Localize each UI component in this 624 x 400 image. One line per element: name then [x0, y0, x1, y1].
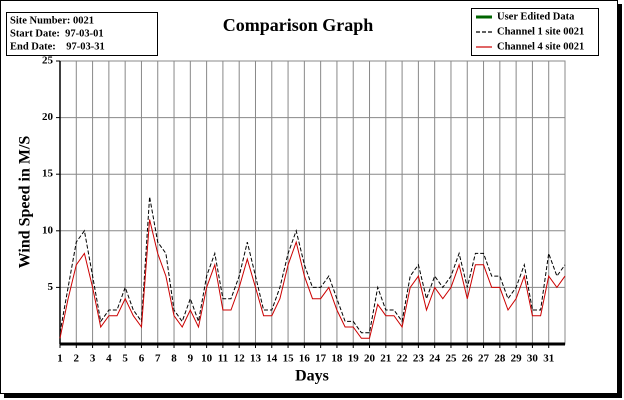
x-tick-label: 13: [250, 353, 262, 365]
x-tick-label: 19: [348, 353, 360, 365]
info-box: [6, 12, 158, 56]
x-tick-label: 9: [188, 353, 194, 365]
series-line: [59, 219, 566, 339]
series-line: [59, 196, 566, 334]
info-site: Site Number: 0021: [10, 15, 94, 26]
x-tick-label: 18: [331, 353, 343, 365]
x-tick-label: 10: [201, 353, 213, 365]
x-tick-label: 25: [445, 353, 457, 365]
x-tick-label: 1: [57, 353, 63, 365]
info-start: Start Date: 97-03-01: [10, 28, 104, 39]
y-tick-label: 15: [42, 168, 54, 180]
x-tick-label: 11: [218, 353, 228, 365]
x-tick-label: 8: [171, 353, 177, 365]
x-tick-label: 21: [380, 353, 391, 365]
legend-box: [471, 8, 599, 56]
x-tick-label: 26: [462, 353, 474, 365]
x-tick-label: 20: [364, 353, 376, 365]
x-tick-label: 2: [74, 353, 80, 365]
x-tick-label: 17: [315, 353, 327, 365]
x-tick-label: 23: [413, 353, 425, 365]
y-axis-label: Wind Speed in M/S: [17, 136, 34, 269]
legend-label: User Edited Data: [497, 11, 575, 22]
x-tick-label: 15: [283, 353, 295, 365]
x-tick-label: 16: [299, 353, 311, 365]
y-tick-label: 5: [48, 281, 54, 293]
x-tick-label: 12: [234, 353, 246, 365]
y-tick-label: 20: [42, 111, 54, 123]
x-tick-label: 29: [511, 353, 523, 365]
x-tick-label: 31: [543, 353, 554, 365]
legend-label: Channel 4 site 0021: [497, 41, 584, 52]
x-tick-label: 14: [266, 353, 278, 365]
x-tick-label: 24: [429, 353, 441, 365]
x-tick-label: 6: [139, 353, 145, 365]
legend-label: Channel 1 site 0021: [497, 26, 584, 37]
chart-title: Comparison Graph: [223, 15, 374, 35]
y-tick-label: 25: [42, 55, 54, 67]
y-tick-label: 10: [42, 224, 54, 236]
info-end: End Date: 97-03-31: [10, 41, 105, 52]
x-tick-label: 22: [397, 353, 409, 365]
x-tick-label: 7: [155, 353, 161, 365]
x-axis-label: Days: [295, 368, 329, 385]
plot-area: [59, 60, 566, 345]
x-tick-label: 4: [106, 353, 112, 365]
x-tick-label: 5: [122, 353, 128, 365]
x-tick-label: 3: [90, 353, 96, 365]
x-tick-label: 30: [527, 353, 539, 365]
x-tick-label: 28: [494, 353, 506, 365]
x-tick-label: 27: [478, 353, 490, 365]
